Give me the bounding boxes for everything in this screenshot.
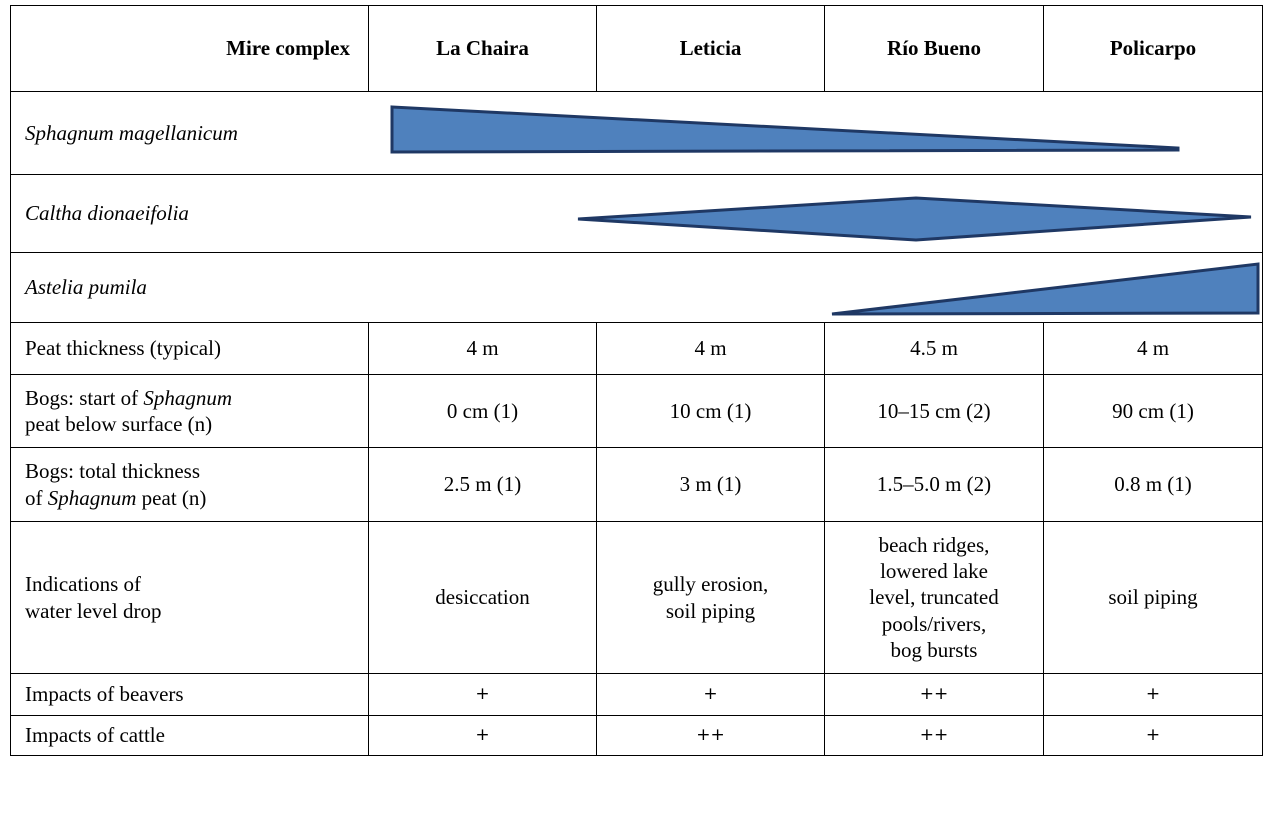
value-line: lowered lake [880, 559, 988, 584]
label-beavers: Impacts of beavers [10, 673, 369, 716]
value-cell: 4.5 m [824, 322, 1044, 375]
value-cell: soil piping [1043, 521, 1263, 674]
header-la-chaira: La Chaira [368, 5, 597, 92]
row-water-level: Indications of water level drop desiccati… [10, 521, 1263, 674]
label-total-sphagnum: Bogs: total thickness of Sphagnum peat (n… [10, 447, 369, 522]
value-cell: 4 m [1043, 322, 1263, 375]
value-cell: 0 cm (1) [368, 374, 597, 448]
value-cell: + [1043, 715, 1263, 756]
value-cell: 4 m [596, 322, 825, 375]
value-line: bog bursts [890, 637, 978, 662]
species-distribution-cell [368, 174, 1263, 253]
label-italic-genus: Sphagnum [47, 485, 137, 510]
species-distribution-cell [368, 252, 1263, 323]
label-water-level: Indications of water level drop [10, 521, 369, 674]
label-start-sphagnum: Bogs: start of Sphagnum peat below surfac… [10, 374, 369, 448]
row-cattle: Impacts of cattle + ++ ++ + [10, 715, 1263, 756]
species-label-caltha: Caltha dionaeifolia [10, 174, 369, 253]
value-cell: 2.5 m (1) [368, 447, 597, 522]
value-cell: + [1043, 673, 1263, 716]
header-policarpo: Policarpo [1043, 5, 1263, 92]
value-cell: + [368, 715, 597, 756]
species-row-caltha: Caltha dionaeifolia [10, 174, 1263, 253]
label-text: Indications of [25, 572, 142, 597]
value-cell: 90 cm (1) [1043, 374, 1263, 448]
row-start-sphagnum: Bogs: start of Sphagnum peat below surfac… [10, 374, 1263, 448]
label-text: peat (n) [136, 485, 207, 510]
species-distribution-cell [368, 91, 1263, 175]
value-cell: 10–15 cm (2) [824, 374, 1044, 448]
header-mire-complex: Mire complex [10, 5, 369, 92]
value-cell: ++ [596, 715, 825, 756]
species-row-sphagnum: Sphagnum magellanicum [10, 91, 1263, 175]
value-cell: + [368, 673, 597, 716]
header-rio-bueno: Río Bueno [824, 5, 1044, 92]
value-line: soil piping [665, 598, 756, 623]
label-text: water level drop [25, 598, 162, 623]
value-line: beach ridges, [878, 532, 990, 557]
value-cell: beach ridges, lowered lake level, truncate… [824, 521, 1044, 674]
species-label-astelia: Astelia pumila [10, 252, 369, 323]
label-peat-thickness: Peat thickness (typical) [10, 322, 369, 375]
value-cell: 3 m (1) [596, 447, 825, 522]
value-cell: 4 m [368, 322, 597, 375]
value-cell: gully erosion, soil piping [596, 521, 825, 674]
value-cell: 1.5–5.0 m (2) [824, 447, 1044, 522]
header-leticia: Leticia [596, 5, 825, 92]
label-text: Bogs: start of [25, 385, 144, 410]
value-line: pools/rivers, [881, 611, 987, 636]
species-label-sphagnum: Sphagnum magellanicum [10, 91, 369, 175]
label-cattle: Impacts of cattle [10, 715, 369, 756]
label-text: Bogs: total thickness [25, 459, 200, 484]
value-cell: 10 cm (1) [596, 374, 825, 448]
value-cell: 0.8 m (1) [1043, 447, 1263, 522]
label-italic-genus: Sphagnum [143, 385, 233, 410]
row-total-sphagnum: Bogs: total thickness of Sphagnum peat (n… [10, 447, 1263, 522]
value-line: gully erosion, [652, 572, 769, 597]
label-text: of [25, 485, 48, 510]
value-cell: desiccation [368, 521, 597, 674]
value-line: desiccation [435, 585, 530, 610]
label-text: peat below surface (n) [25, 412, 213, 436]
row-peat-thickness: Peat thickness (typical) 4 m 4 m 4.5 m 4… [10, 322, 1263, 375]
value-cell: ++ [824, 673, 1044, 716]
header-row: Mire complex La Chaira Leticia Río Bueno… [10, 5, 1263, 92]
row-beavers: Impacts of beavers + + ++ + [10, 673, 1263, 716]
value-line: level, truncated [869, 585, 999, 610]
value-cell: + [596, 673, 825, 716]
mire-complex-table: Mire complex La Chaira Leticia Río Bueno… [10, 5, 1263, 756]
value-cell: ++ [824, 715, 1044, 756]
species-row-astelia: Astelia pumila [10, 252, 1263, 323]
value-line: soil piping [1108, 585, 1198, 610]
